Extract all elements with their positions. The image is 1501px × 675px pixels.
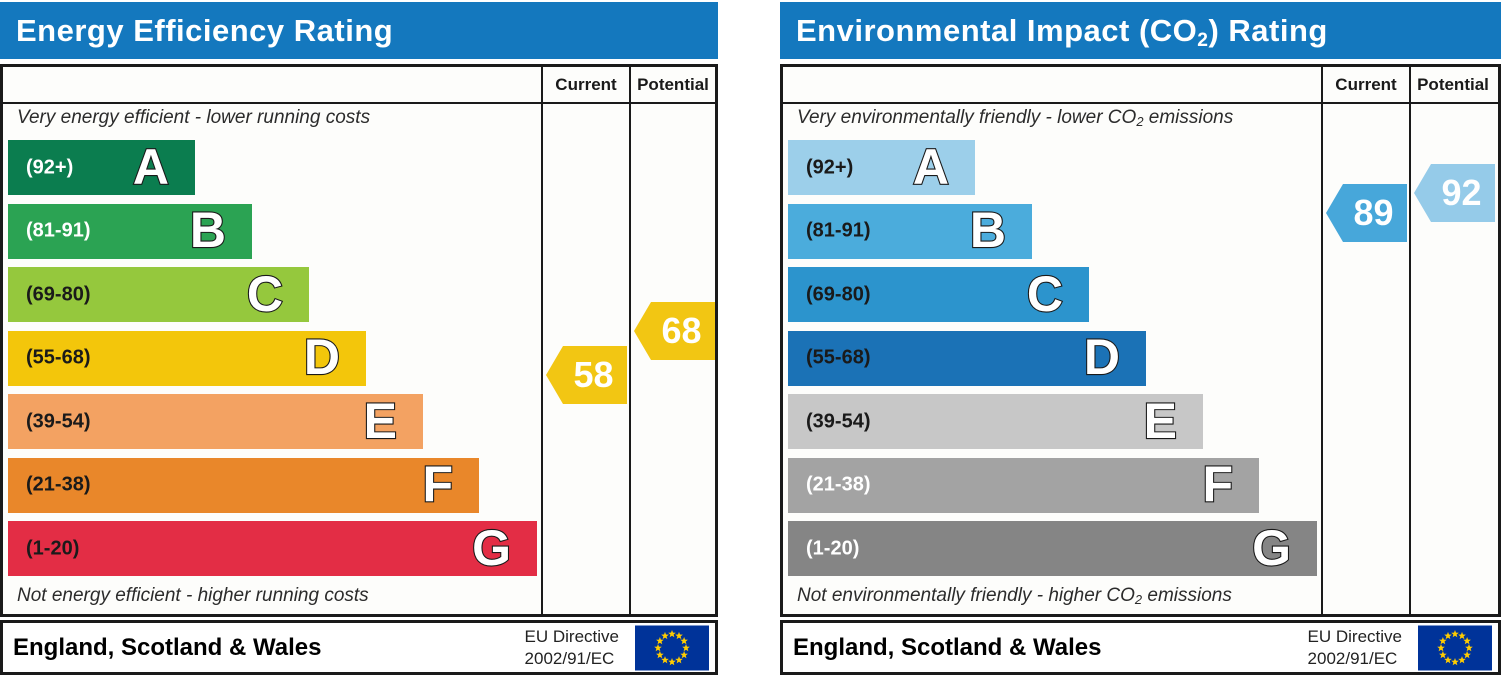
band-letter: G [471,519,512,576]
band-letter: C [1026,265,1064,322]
region-label: England, Scotland & Wales [13,633,322,661]
panel-title-bar: Energy Efficiency Rating [0,2,718,59]
rating-band: (55-68) D [8,329,366,386]
potential-column-header: Potential [637,74,709,94]
panel-footer: England, Scotland & Wales EU Directive 2… [780,620,1501,675]
rating-band: (92+) A [788,140,975,195]
eu-directive-label: EU Directive 2002/91/EC [1308,625,1402,669]
panel-title: Environmental Impact (CO2) Rating [796,12,1328,51]
band-letter: D [303,329,341,385]
arrow-value: 68 [661,310,702,351]
band-range-label: (92+) [26,156,74,178]
column-divider [541,67,543,614]
band-range-label: (92+) [806,156,854,178]
arrow-value: 92 [1441,172,1482,213]
potential-score-arrow: 92 [1414,164,1495,222]
rating-band: (69-80) C [8,267,309,322]
rating-band: (92+) A [8,140,195,195]
current-score-arrow: 89 [1326,184,1407,242]
band-range-label: (21-38) [26,473,91,496]
band-range-label: (55-68) [806,346,871,369]
environmental-impact-rating-panel: Environmental Impact (CO2) Rating Curren… [780,0,1501,675]
band-range-label: (21-38) [806,473,871,496]
band-letter: D [1083,329,1121,385]
panel-title: Energy Efficiency Rating [16,12,394,48]
rating-chart: Current Potential Very environmentally f… [780,64,1501,617]
panel-title-bar: Environmental Impact (CO2) Rating [780,2,1501,59]
eu-directive-label: EU Directive 2002/91/EC [525,625,619,669]
band-letter: A [912,138,950,195]
band-letter: A [132,138,170,195]
energy-efficiency-rating-panel: Energy Efficiency Rating Current Potenti… [0,0,718,675]
band-range-label: (69-80) [806,283,871,305]
rating-bands: (92+) A (81-91) B (69-80) C (55-68) D (3… [788,140,1317,576]
band-range-label: (1-20) [806,537,860,559]
column-divider [1409,67,1411,614]
header-divider [3,102,715,104]
band-range-label: (81-91) [806,219,871,242]
band-range-label: (81-91) [26,219,91,242]
rating-band: (21-38) F [788,456,1259,513]
band-range-label: (39-54) [806,410,871,432]
band-letter: C [246,265,284,322]
rating-band: (1-20) G [8,521,537,576]
band-letter: F [1201,456,1234,512]
eu-directive-line1: EU Directive [1307,626,1402,646]
bottom-note: Not energy efficient - higher running co… [17,585,369,606]
rating-band: (69-80) C [788,267,1089,322]
band-range-label: (39-54) [26,410,91,432]
eu-directive-line2: 2002/91/EC [1307,648,1398,668]
rating-band: (21-38) F [8,456,479,513]
eu-flag-icon [1418,625,1492,670]
arrow-value: 58 [573,354,614,395]
eu-directive-line2: 2002/91/EC [524,648,615,668]
band-letter: B [189,202,227,258]
band-letter: E [363,392,399,449]
band-range-label: (55-68) [26,346,91,369]
current-column-header: Current [1335,74,1397,94]
panel-footer: England, Scotland & Wales EU Directive 2… [0,620,718,675]
band-range-label: (69-80) [26,283,91,305]
column-divider [1321,67,1323,614]
rating-band: (81-91) B [8,202,252,259]
current-score-arrow: 58 [546,346,627,404]
band-letter: B [969,202,1007,258]
region-label: England, Scotland & Wales [793,633,1102,661]
rating-band: (39-54) E [8,394,423,449]
band-letter: F [421,456,454,512]
rating-band: (81-91) B [788,202,1032,259]
column-divider [629,67,631,614]
rating-bands: (92+) A (81-91) B (69-80) C (55-68) D (3… [8,140,537,576]
top-note: Very environmentally friendly - lower CO… [797,107,1234,129]
band-range-label: (1-20) [26,537,80,559]
header-divider [783,102,1498,104]
band-letter: G [1251,519,1292,576]
potential-column-header: Potential [1417,74,1489,94]
rating-band: (39-54) E [788,394,1203,449]
bottom-note: Not environmentally friendly - higher CO… [797,585,1232,607]
rating-chart: Current Potential Very energy efficient … [0,64,718,617]
rating-band: (1-20) G [788,521,1317,576]
current-column-header: Current [555,74,617,94]
top-note: Very energy efficient - lower running co… [17,107,371,128]
band-letter: E [1143,392,1179,449]
eu-directive-line1: EU Directive [524,626,619,646]
potential-score-arrow: 68 [634,302,715,360]
arrow-value: 89 [1353,192,1394,233]
rating-band: (55-68) D [788,329,1146,386]
eu-flag-icon [635,625,709,670]
